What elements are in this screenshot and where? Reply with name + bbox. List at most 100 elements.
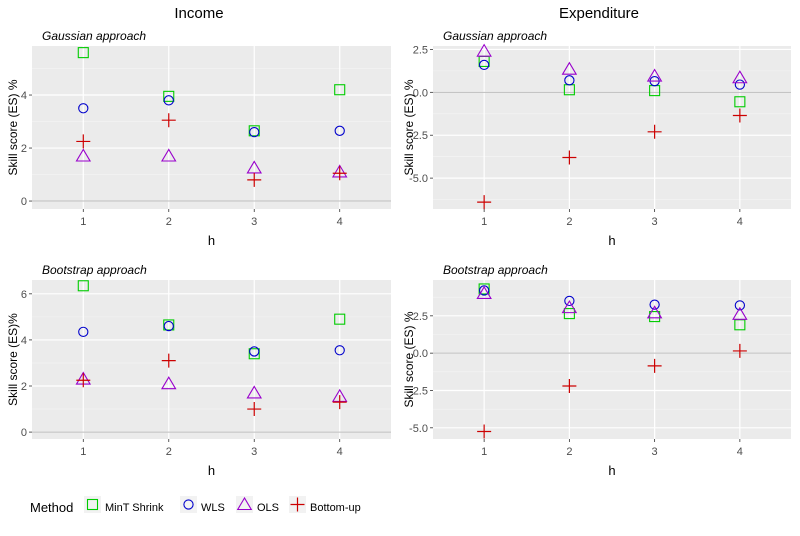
point-mint-shrink-h3 xyxy=(649,311,661,323)
x-axis-title: h xyxy=(608,233,615,248)
x-tick-label: 4 xyxy=(337,446,343,458)
y-tick-label: -2.5 xyxy=(409,385,428,397)
point-bottom-up-h1 xyxy=(76,134,91,149)
point-bottom-up-h3 xyxy=(247,172,262,187)
x-tick-label: 1 xyxy=(80,216,86,228)
plot-background xyxy=(32,280,391,439)
point-bottom-up-h1 xyxy=(477,195,492,210)
legend-label: OLS xyxy=(257,502,279,514)
series-ols xyxy=(476,285,748,320)
point-ols-h3 xyxy=(246,385,263,399)
point-mint-shrink-h1 xyxy=(77,47,89,59)
series-bottom-up xyxy=(76,353,347,417)
point-bottom-up-h4 xyxy=(732,108,747,123)
point-wls-h3 xyxy=(249,346,260,357)
y-tick-label: 0 xyxy=(21,427,27,439)
y-tick-label: -2.5 xyxy=(409,130,428,142)
point-wls-h3 xyxy=(649,299,660,310)
x-tick-label: 1 xyxy=(481,446,487,458)
x-tick-label: 1 xyxy=(481,216,487,228)
y-tick-label: 0.0 xyxy=(413,348,428,360)
point-mint-shrink-h4 xyxy=(334,84,346,96)
panel-expenditure-bootstrap-approach: Bootstrap approach 2.5 0.0 -2.5 -5.0 1 2 3 4 h Ski… xyxy=(402,263,791,478)
x-tick-label: 4 xyxy=(737,216,743,228)
panel-subtitle: Bootstrap approach xyxy=(42,263,147,277)
point-wls-h4 xyxy=(734,300,746,311)
x-tick-label: 2 xyxy=(566,446,572,458)
series-mint-shrink xyxy=(77,280,346,360)
y-tick-label: 4 xyxy=(21,90,27,102)
point-wls-h1 xyxy=(478,285,490,296)
legend-key-mint-shrink xyxy=(86,498,99,511)
legend-item-ols: OLS xyxy=(236,496,279,514)
x-tick-label: 2 xyxy=(166,446,172,458)
panels-group: Gaussian approach 0 2 4 1 2 3 4 h Skill score (ES… xyxy=(6,29,791,478)
point-mint-shrink-h2 xyxy=(163,90,175,102)
y-tick-label: 2.5 xyxy=(413,311,428,323)
point-bottom-up-h3 xyxy=(247,402,262,417)
legend-key-box xyxy=(180,496,197,513)
y-tick-label: 6 xyxy=(21,289,27,301)
point-bottom-up-h4 xyxy=(732,343,747,358)
y-tick-label: -5.0 xyxy=(409,423,428,435)
legend-title: Method xyxy=(30,500,73,515)
point-bottom-up-h3 xyxy=(647,358,662,373)
point-bottom-up-h4 xyxy=(332,395,347,410)
point-mint-shrink-h4 xyxy=(734,96,746,108)
y-tick-label: -5.0 xyxy=(409,173,428,185)
point-ols-h4 xyxy=(732,306,748,320)
point-wls-h4 xyxy=(334,125,345,136)
point-wls-h1 xyxy=(478,59,490,71)
y-tick-label: 2 xyxy=(21,143,27,155)
series-bottom-up xyxy=(477,108,747,210)
column-title-expenditure: Expenditure xyxy=(559,5,639,22)
plot-background xyxy=(32,46,391,209)
point-wls-h4 xyxy=(334,345,345,356)
series-wls xyxy=(78,95,345,138)
legend-label: MinT Shrink xyxy=(105,502,164,514)
legend-key-box xyxy=(84,496,101,513)
point-wls-h2 xyxy=(163,320,174,332)
point-wls-h4 xyxy=(734,79,746,90)
y-tick-label: 2.5 xyxy=(413,44,428,56)
series-bottom-up xyxy=(477,343,747,439)
series-ols xyxy=(75,148,348,178)
y-tick-label: 0.0 xyxy=(413,87,428,99)
y-tick-label: 4 xyxy=(21,335,27,347)
series-mint-shrink xyxy=(77,47,346,137)
legend-label: Bottom-up xyxy=(310,502,361,514)
point-ols-h3 xyxy=(646,68,663,82)
point-mint-shrink-h3 xyxy=(248,125,260,137)
panel-expenditure-gaussian-approach: Gaussian approach 2.5 0.0 -2.5 -5.0 1 2 3 4 h Skil… xyxy=(402,29,791,248)
point-wls-h1 xyxy=(78,103,89,114)
legend-item-mint-shrink: MinT Shrink xyxy=(84,496,164,514)
point-ols-h3 xyxy=(646,305,663,319)
legend: Method MinT Shrink WLS OLS Bottom-up xyxy=(30,496,361,515)
point-wls-h1 xyxy=(78,326,89,337)
panel-subtitle: Gaussian approach xyxy=(42,29,146,43)
point-bottom-up-h1 xyxy=(477,424,492,439)
legend-key-wls xyxy=(183,499,194,510)
point-bottom-up-h2 xyxy=(161,113,176,128)
series-bottom-up xyxy=(76,113,347,187)
point-mint-shrink-h1 xyxy=(478,283,490,295)
legend-key-ols xyxy=(236,496,253,511)
legend-label: WLS xyxy=(201,502,225,514)
point-ols-h4 xyxy=(732,70,748,84)
panel-subtitle: Bootstrap approach xyxy=(443,263,548,277)
x-tick-label: 4 xyxy=(337,216,343,228)
point-mint-shrink-h4 xyxy=(334,313,346,325)
point-ols-h2 xyxy=(160,376,177,390)
x-tick-label: 3 xyxy=(251,216,257,228)
x-tick-label: 1 xyxy=(80,446,86,458)
point-bottom-up-h2 xyxy=(562,150,577,165)
x-tick-label: 3 xyxy=(652,446,658,458)
x-tick-label: 3 xyxy=(652,216,658,228)
panel-income-bootstrap-approach: Bootstrap approach 0 2 4 6 1 2 3 4 h Skill score (… xyxy=(6,263,391,478)
point-mint-shrink-h2 xyxy=(563,308,575,320)
point-ols-h2 xyxy=(561,300,578,314)
series-wls xyxy=(78,320,345,357)
legend-key-bottom-up xyxy=(290,497,305,512)
legend-key-box xyxy=(236,496,253,513)
point-mint-shrink-h1 xyxy=(77,280,89,292)
